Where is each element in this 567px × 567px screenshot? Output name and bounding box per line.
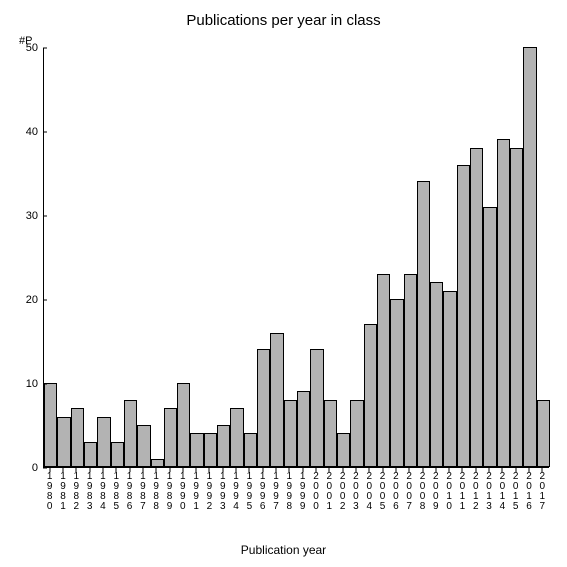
- x-tick-label: 1997: [273, 472, 279, 512]
- y-tick-label: 0: [8, 462, 38, 474]
- y-tick-label: 20: [8, 294, 38, 306]
- x-tick-label: 1988: [153, 472, 159, 512]
- x-tick-label: 2011: [460, 472, 466, 512]
- y-tick-mark: [43, 48, 47, 49]
- x-tick-label: 2009: [433, 472, 439, 512]
- x-tick-label: 2001: [327, 472, 333, 512]
- bar: [124, 400, 137, 467]
- bar: [443, 291, 456, 467]
- y-tick-mark: [43, 132, 47, 133]
- plot-area: [43, 48, 549, 468]
- x-tick-label: 2008: [420, 472, 426, 512]
- bar: [270, 333, 283, 467]
- x-tick-label: 2002: [340, 472, 346, 512]
- bar: [297, 391, 310, 467]
- bar: [244, 433, 257, 467]
- x-tick-label: 2015: [513, 472, 519, 512]
- y-tick-label: 50: [8, 42, 38, 54]
- bar: [190, 433, 203, 467]
- x-tick-label: 1986: [127, 472, 133, 512]
- bar: [510, 148, 523, 467]
- x-tick-label: 2012: [473, 472, 479, 512]
- bar: [417, 181, 430, 467]
- y-tick-mark: [43, 468, 47, 469]
- x-tick-label: 2014: [500, 472, 506, 512]
- chart-container: Publications per year in class #P Public…: [0, 0, 567, 567]
- bar: [71, 408, 84, 467]
- bar: [337, 433, 350, 467]
- bar: [97, 417, 110, 467]
- bar: [44, 383, 57, 467]
- bar: [377, 274, 390, 467]
- y-tick-label: 30: [8, 210, 38, 222]
- bar: [523, 47, 536, 467]
- x-tick-label: 1995: [247, 472, 253, 512]
- x-tick-label: 1994: [233, 472, 239, 512]
- x-tick-label: 1982: [74, 472, 80, 512]
- x-tick-label: 1983: [87, 472, 93, 512]
- bar: [497, 139, 510, 467]
- bar: [430, 282, 443, 467]
- chart-title: Publications per year in class: [0, 12, 567, 29]
- bar: [404, 274, 417, 467]
- x-tick-label: 1985: [113, 472, 119, 512]
- y-tick-mark: [43, 300, 47, 301]
- x-tick-label: 1984: [100, 472, 106, 512]
- bar: [164, 408, 177, 467]
- x-axis-label: Publication year: [0, 543, 567, 557]
- bar: [324, 400, 337, 467]
- bar: [457, 165, 470, 467]
- x-tick-label: 2005: [380, 472, 386, 512]
- x-tick-label: 2004: [366, 472, 372, 512]
- x-tick-label: 1989: [167, 472, 173, 512]
- x-tick-label: 2006: [393, 472, 399, 512]
- x-tick-label: 2003: [353, 472, 359, 512]
- x-tick-label: 2017: [540, 472, 546, 512]
- x-tick-label: 2010: [446, 472, 452, 512]
- x-tick-label: 1987: [140, 472, 146, 512]
- x-tick-label: 2007: [406, 472, 412, 512]
- x-tick-label: 2016: [526, 472, 532, 512]
- x-tick-label: 1999: [300, 472, 306, 512]
- bar: [230, 408, 243, 467]
- x-tick-label: 1981: [60, 472, 66, 512]
- bar: [364, 324, 377, 467]
- x-tick-label: 1980: [47, 472, 53, 512]
- x-tick-label: 1992: [207, 472, 213, 512]
- x-tick-label: 2013: [486, 472, 492, 512]
- x-tick-label: 1993: [220, 472, 226, 512]
- bar: [84, 442, 97, 467]
- x-tick-label: 1998: [287, 472, 293, 512]
- x-tick-label: 1996: [260, 472, 266, 512]
- bar: [537, 400, 550, 467]
- bar: [217, 425, 230, 467]
- y-tick-mark: [43, 216, 47, 217]
- bar: [483, 207, 496, 467]
- bar: [111, 442, 124, 467]
- bar: [310, 349, 323, 467]
- x-tick-label: 2000: [313, 472, 319, 512]
- bar: [350, 400, 363, 467]
- bar: [470, 148, 483, 467]
- bar: [151, 459, 164, 467]
- bar: [204, 433, 217, 467]
- y-tick-label: 10: [8, 378, 38, 390]
- bar: [137, 425, 150, 467]
- y-tick-label: 40: [8, 126, 38, 138]
- bar: [177, 383, 190, 467]
- bar: [284, 400, 297, 467]
- x-tick-label: 1990: [180, 472, 186, 512]
- bar: [57, 417, 70, 467]
- x-tick-label: 1991: [193, 472, 199, 512]
- y-tick-mark: [43, 384, 47, 385]
- bar: [257, 349, 270, 467]
- bar: [390, 299, 403, 467]
